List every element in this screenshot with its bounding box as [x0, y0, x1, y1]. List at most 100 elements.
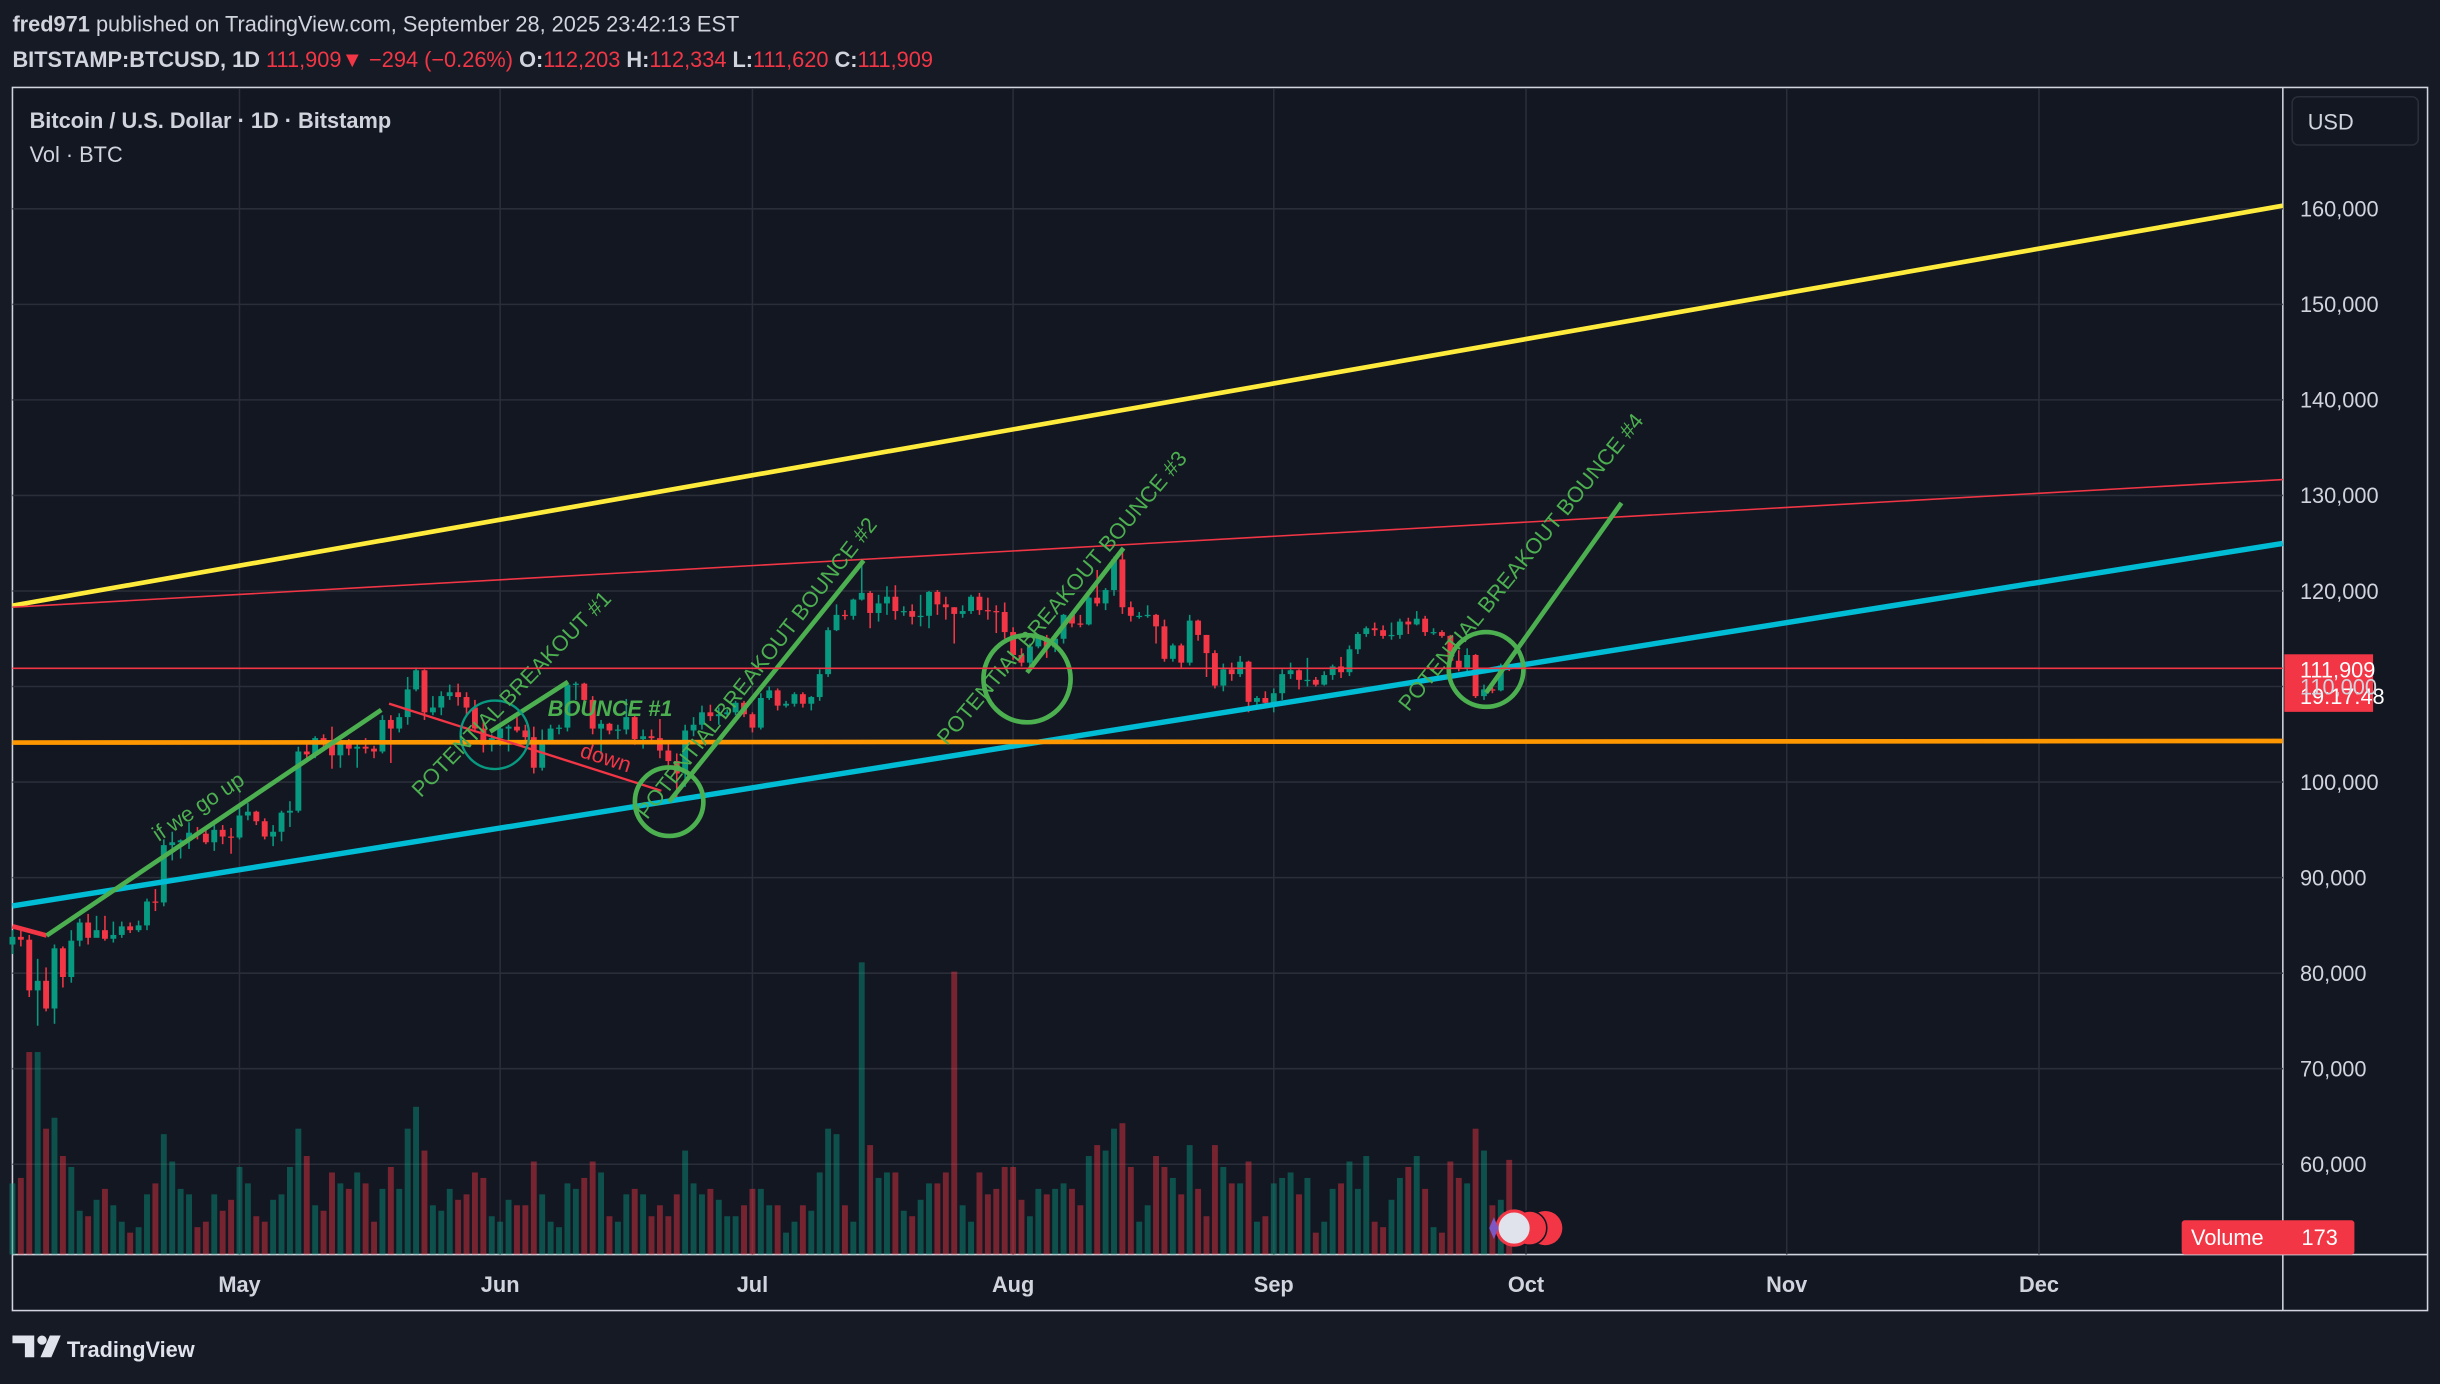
candle-body: [1270, 693, 1277, 703]
volume-bar: [1371, 1221, 1378, 1255]
volume-bar: [488, 1216, 495, 1255]
volume-bar: [766, 1205, 773, 1255]
volume-bar: [1506, 1159, 1513, 1255]
candle-body: [1127, 607, 1134, 616]
candle-body: [1111, 559, 1117, 591]
volume-bar: [345, 1188, 352, 1255]
currency[interactable]: USD: [2308, 109, 2354, 134]
volume-bar: [917, 1199, 924, 1255]
volume-bar: [1018, 1199, 1025, 1255]
candle-body: [1203, 634, 1210, 654]
volume-bar: [34, 1052, 41, 1255]
volume-bar: [1195, 1188, 1202, 1255]
candle-body: [1321, 675, 1328, 685]
candle-body: [1144, 614, 1151, 617]
volume-bar: [741, 1205, 747, 1255]
volume-bar: [606, 1216, 613, 1255]
volume-bar: [623, 1194, 630, 1255]
volume-bar: [320, 1210, 327, 1255]
candle-body: [1001, 612, 1008, 633]
volume-bar: [598, 1172, 605, 1255]
grid: [12, 89, 2283, 1255]
volume-bar: [993, 1188, 1000, 1255]
volume-bar: [362, 1183, 369, 1255]
volume-bar: [951, 971, 958, 1255]
candle-body: [623, 717, 630, 730]
volume-bar: [1481, 1150, 1487, 1255]
volume-bar: [699, 1194, 705, 1255]
volume-bar: [522, 1205, 529, 1255]
volume-bar: [867, 1145, 874, 1255]
volume-bar: [1439, 1232, 1445, 1255]
volume-bar: [1127, 1166, 1134, 1255]
candle-body: [581, 683, 588, 700]
y-tick-label: 130,000: [2300, 483, 2379, 508]
volume-bar: [976, 1172, 983, 1255]
volume-bar: [1119, 1123, 1126, 1255]
close: 111,909: [858, 47, 933, 72]
candle-body: [1043, 637, 1050, 648]
volume-bar: [404, 1128, 411, 1255]
volume-bar: [783, 1232, 790, 1255]
candle-body: [1094, 597, 1101, 604]
candle-body: [295, 751, 302, 811]
volume-bar: [514, 1205, 520, 1255]
volume-bar: [656, 1205, 663, 1255]
volume-bar: [1388, 1199, 1395, 1255]
candle-body: [766, 690, 773, 698]
candle-body: [1405, 621, 1412, 625]
logo-mark: [12, 1335, 61, 1358]
candle-body: [169, 842, 176, 846]
volume-legend: Vol · BTC: [30, 142, 123, 167]
candle-body: [993, 611, 1000, 613]
candle-body: [547, 728, 554, 741]
volume-bar: [774, 1205, 781, 1255]
candle-body: [783, 703, 790, 706]
candle-body: [631, 717, 638, 740]
volume-bar: [152, 1183, 159, 1255]
candle-body: [1422, 618, 1429, 633]
volume-bar: [1279, 1177, 1286, 1255]
volume-bar: [841, 1205, 848, 1255]
volume-bar: [909, 1216, 916, 1255]
volume-bar: [614, 1221, 621, 1255]
volume-bar: [387, 1166, 394, 1255]
candle-body: [354, 746, 361, 749]
volume-bar: [799, 1205, 806, 1255]
candle-body: [1481, 689, 1487, 697]
currency-button[interactable]: [2291, 96, 2419, 146]
candle-body: [1472, 655, 1479, 697]
volume-bar: [1043, 1194, 1050, 1255]
volume-bar: [572, 1188, 579, 1255]
x-tick-label: May: [218, 1272, 260, 1297]
y-tick-label: 140,000: [2300, 388, 2379, 413]
volume-bar: [757, 1188, 764, 1255]
candle-body: [690, 724, 697, 731]
x-tick-label: Jul: [737, 1272, 768, 1297]
candle-body: [1380, 630, 1387, 636]
candle-body: [1228, 669, 1235, 675]
candle-body: [984, 610, 991, 612]
y-tick-label: 60,000: [2300, 1152, 2367, 1177]
candle-body: [1396, 621, 1403, 635]
candle-body: [909, 611, 916, 617]
candle-body: [556, 727, 562, 729]
volume-bar: [93, 1199, 100, 1255]
volume-bar: [1085, 1156, 1092, 1255]
volume-bar: [68, 1166, 75, 1255]
candle-body: [1430, 632, 1437, 634]
candle-body: [1371, 628, 1378, 631]
volume-bar: [690, 1183, 697, 1255]
candle-body: [379, 719, 386, 752]
y-tick-label: 100,000: [2300, 770, 2379, 795]
circle: [632, 765, 706, 839]
candle-body: [34, 980, 41, 991]
volume-bar: [1153, 1156, 1159, 1255]
candle-body: [270, 831, 277, 837]
volume-bar: [1262, 1216, 1269, 1255]
candle-body: [892, 596, 899, 612]
volume-bar: [530, 1161, 537, 1255]
volume-bar: [396, 1188, 403, 1255]
volume-bar: [1060, 1183, 1067, 1255]
volume-bar: [1203, 1216, 1210, 1255]
